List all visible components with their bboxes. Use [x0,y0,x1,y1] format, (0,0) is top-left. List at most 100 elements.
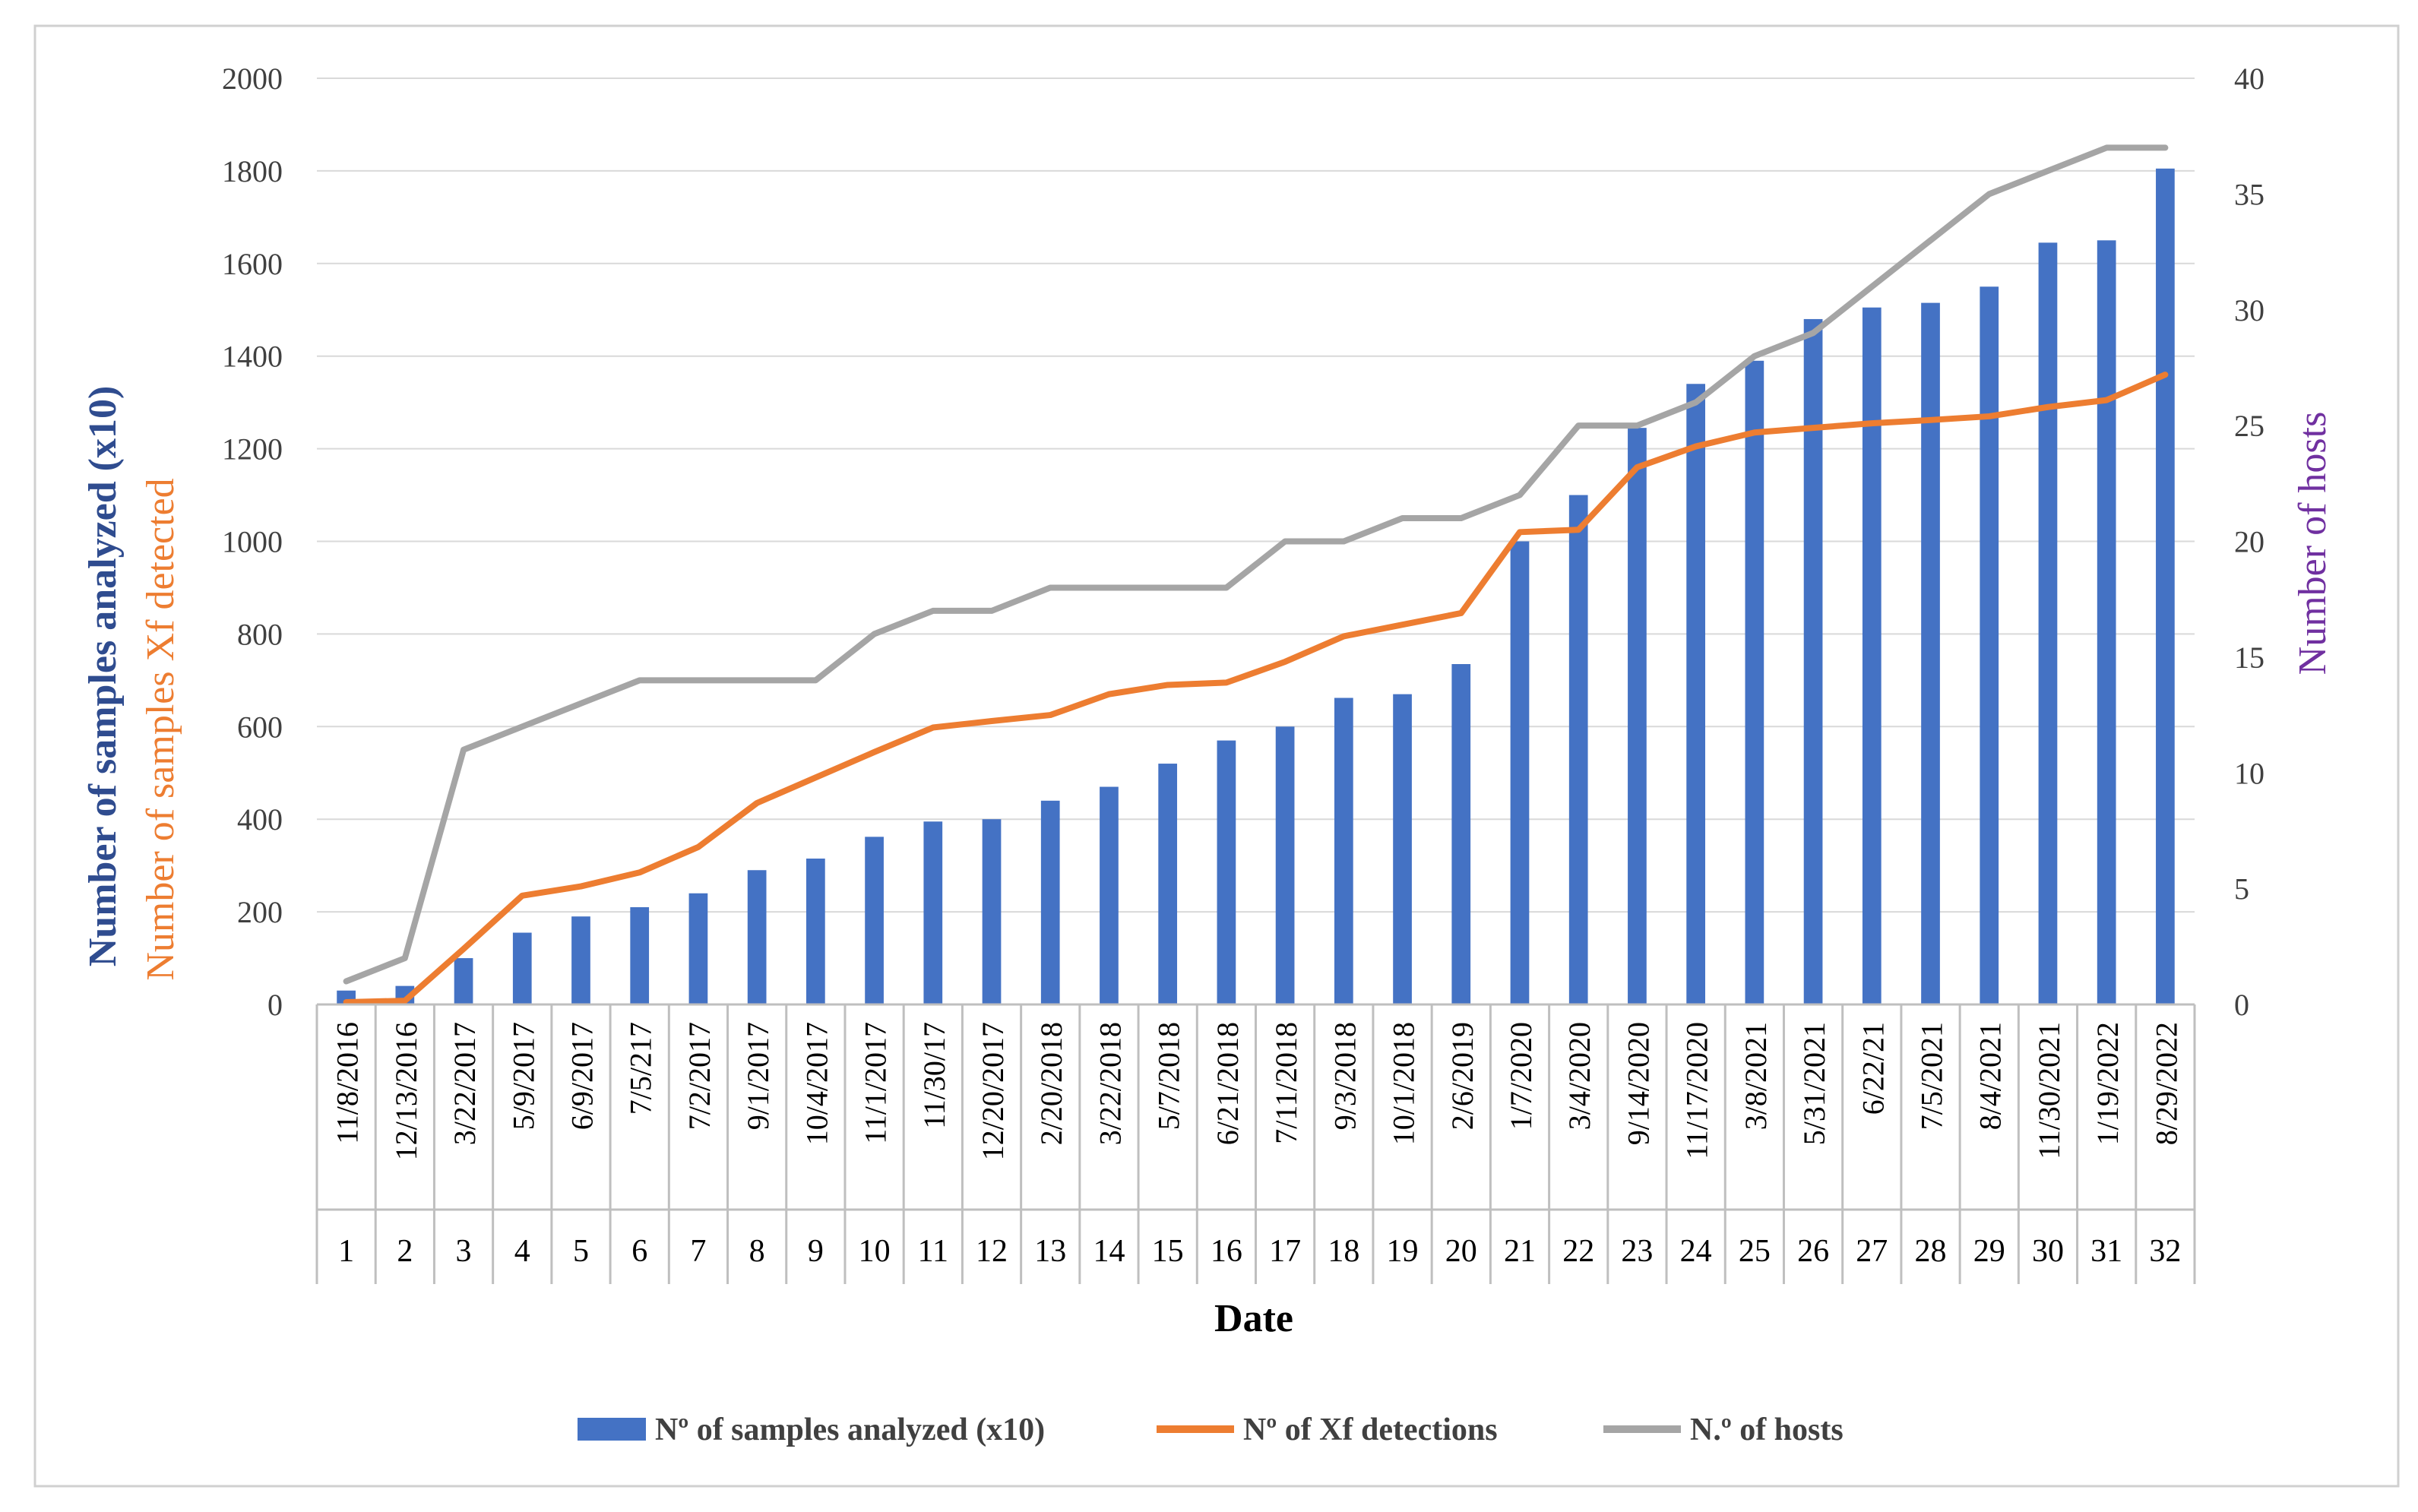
x-date-label: 11/8/2016 [331,1022,365,1144]
x-date-label: 7/5/217 [624,1022,658,1115]
x-date-label: 3/8/2021 [1739,1022,1773,1130]
x-index-label: 4 [514,1234,530,1269]
x-date-label: 7/5/2021 [1915,1022,1949,1130]
x-date-label: 6/9/2017 [565,1022,599,1130]
x-index-label: 18 [1328,1234,1359,1269]
bar [571,916,590,1004]
x-date-label: 5/31/2021 [1797,1022,1831,1145]
bar [806,859,825,1004]
bar [2038,242,2058,1004]
bar [1510,541,1530,1004]
y-tick-label: 1800 [222,154,283,188]
x-index-label: 26 [1797,1234,1829,1269]
y-tick-label: 2000 [222,62,283,96]
x-index-label: 31 [2090,1234,2122,1269]
x-index-label: 29 [1973,1234,2005,1269]
x-date-label: 2/20/2018 [1034,1022,1068,1145]
bar [1803,318,1823,1004]
x-index-label: 2 [397,1234,413,1269]
y-tick-label: 1600 [222,247,283,281]
x-index-label: 25 [1739,1234,1771,1269]
x-index-label: 27 [1856,1234,1888,1269]
y2-tick-label: 30 [2234,293,2265,327]
x-index-label: 8 [749,1234,765,1269]
hosts-line [343,144,2169,985]
legend-label-detections: Nº of Xf detections [1243,1412,1498,1447]
bar-series [337,168,2175,1004]
chart-frame [33,24,2400,1488]
y-tick-label: 1200 [222,432,283,467]
bar [1628,428,1647,1004]
x-date-label: 7/11/2018 [1269,1022,1303,1144]
bar [1334,697,1353,1004]
y2-tick-label: 15 [2234,641,2265,675]
bar [1451,664,1471,1004]
legend: Nº of samples analyzed (x10) Nº of Xf de… [578,1412,1844,1447]
y-axis-title-samples: Number of samples analyzed (x10) [81,386,125,967]
x-index-label: 32 [2149,1234,2181,1269]
x-date-label: 3/22/2017 [448,1022,482,1145]
x-date-label: 7/2/2017 [682,1022,717,1130]
bar [1275,726,1295,1004]
legend-swatch-samples [578,1418,646,1441]
bar [982,819,1002,1004]
x-index-label: 1 [338,1234,354,1269]
bar [1040,800,1060,1004]
bar [1862,307,1882,1004]
y-tick-label: 800 [237,617,283,651]
legend-label-hosts: N.º of hosts [1690,1412,1844,1447]
x-date-label: 8/4/2021 [1973,1022,2008,1130]
x-date-label: 12/20/2017 [976,1022,1010,1160]
x-date-label: 12/13/2016 [389,1022,423,1160]
bar [923,821,943,1004]
bar [2097,240,2116,1004]
y2-tick-label: 35 [2234,177,2265,211]
x-index-label: 30 [2032,1234,2064,1269]
axes: 0 200 400 600 800 1000 1200 1400 1600 1800 2000 0 5 1… [222,62,2265,1284]
x-date-label: 6/21/2018 [1211,1022,1245,1145]
y2-tick-label: 20 [2234,525,2265,559]
x-index-label: 17 [1269,1234,1301,1269]
y2-tick-label: 0 [2234,988,2249,1022]
y2-tick-label: 10 [2234,756,2265,790]
bar [1158,764,1178,1004]
legend-label-samples: Nº of samples analyzed (x10) [655,1412,1045,1447]
x-index-label: 14 [1093,1234,1125,1269]
x-date-label: 9/3/2018 [1328,1022,1362,1130]
x-date-label: 9/1/2017 [741,1022,775,1130]
y-axis-title-detected: Number of samples Xf detected [139,478,182,980]
bar [1568,495,1588,1004]
x-index-label: 13 [1034,1234,1066,1269]
x-date-label: 10/1/2018 [1387,1022,1421,1145]
y-tick-label: 0 [267,988,283,1022]
y-axis-title-hosts: Number of hosts [2291,412,2334,675]
x-date-label: 1/19/2022 [2090,1022,2125,1145]
x-index-label: 10 [859,1234,891,1269]
x-index-label: 16 [1211,1234,1242,1269]
bar [747,870,767,1004]
y-tick-label: 1000 [222,525,283,559]
bar [630,907,650,1004]
bar [1393,694,1412,1004]
x-index-label: 11 [918,1234,948,1269]
y2-tick-label: 5 [2234,872,2249,906]
bar [454,958,473,1004]
x-date-label: 9/14/2020 [1621,1022,1655,1145]
x-axis-title: Date [1214,1297,1293,1340]
x-index-label: 9 [808,1234,824,1269]
bar [1686,384,1705,1004]
line-series [343,144,2169,1005]
x-date-label: 10/4/2017 [799,1022,834,1145]
x-index-label: 7 [690,1234,706,1269]
bar [1921,302,1940,1004]
x-index-label: 22 [1562,1234,1594,1269]
x-index-label: 5 [573,1234,589,1269]
x-index-label: 20 [1445,1234,1477,1269]
bar [512,932,532,1004]
x-date-label: 6/22/21 [1856,1022,1890,1115]
x-date-label: 11/17/2020 [1680,1022,1714,1159]
x-date-label: 3/4/2020 [1562,1022,1597,1130]
bar [688,893,708,1004]
